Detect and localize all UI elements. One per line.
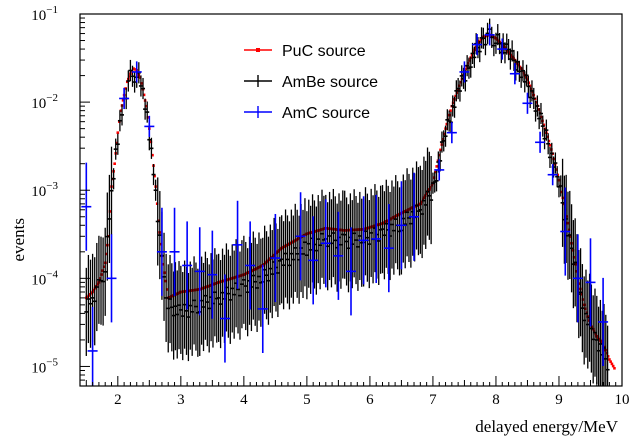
data-point <box>144 104 148 108</box>
x-tick-label: 9 <box>555 392 563 408</box>
data-point <box>522 71 525 75</box>
data-point <box>421 198 425 202</box>
x-tick-label: 8 <box>492 392 500 408</box>
data-point <box>96 282 99 286</box>
data-point <box>517 63 520 67</box>
data-point <box>434 170 437 174</box>
data-point <box>613 366 616 370</box>
data-point <box>165 288 169 291</box>
x-tick-label: 5 <box>303 392 311 408</box>
data-point <box>128 75 131 78</box>
data-point <box>609 360 612 363</box>
data-point <box>471 51 475 54</box>
data-point <box>132 67 135 70</box>
data-point <box>534 101 538 104</box>
legend: PuC source AmBe source AmC source <box>244 43 378 122</box>
data-point <box>547 139 551 143</box>
data-point <box>555 168 558 171</box>
data-point <box>572 256 576 259</box>
data-point <box>542 123 546 127</box>
data-point <box>464 67 468 71</box>
data-point <box>121 99 125 102</box>
data-point <box>133 68 137 71</box>
data-point <box>151 153 154 157</box>
y-tick-label: 10−2 <box>31 92 58 112</box>
data-point <box>567 228 571 232</box>
data-point <box>104 252 108 256</box>
x-axis-title: delayed energy/MeV <box>475 417 618 436</box>
data-point <box>138 76 142 79</box>
x-tick-label: 10 <box>615 392 630 408</box>
legend-label: PuC source <box>282 43 366 60</box>
data-point <box>598 338 601 341</box>
legend-label: AmC source <box>282 105 370 122</box>
data-point <box>526 78 529 81</box>
data-point <box>102 265 106 269</box>
data-point <box>159 242 163 246</box>
data-point <box>153 174 156 178</box>
y-axis: 10−5 10−4 10−3 10−2 10−1 <box>31 4 90 387</box>
data-point <box>425 192 428 195</box>
data-point <box>142 93 146 97</box>
series-layer <box>81 18 616 386</box>
legend-label: AmBe source <box>282 74 378 91</box>
y-tick-label: 10−4 <box>31 268 58 288</box>
data-point <box>161 262 165 266</box>
data-point <box>592 330 596 333</box>
data-point <box>608 358 611 361</box>
data-point <box>479 38 483 42</box>
data-point <box>509 53 513 57</box>
data-point <box>605 351 609 355</box>
data-point <box>98 277 102 280</box>
data-point <box>113 162 116 166</box>
data-point <box>92 288 96 292</box>
x-tick-label: 2 <box>114 392 122 408</box>
y-tick-label: 10−1 <box>31 4 58 24</box>
data-point <box>454 94 457 98</box>
data-point <box>437 153 441 157</box>
data-point <box>115 141 119 145</box>
y-axis-title: events <box>9 218 28 261</box>
data-point <box>125 80 129 84</box>
data-point <box>441 137 445 141</box>
x-axis: 2 3 4 5 6 7 8 9 10 <box>85 376 630 408</box>
data-point <box>585 311 589 314</box>
y-tick-label: 10−3 <box>31 180 58 200</box>
data-point <box>548 143 552 147</box>
data-point <box>610 362 614 366</box>
x-tick-label: 3 <box>177 392 185 408</box>
data-point <box>529 87 533 91</box>
data-point <box>466 62 470 65</box>
x-tick-label: 7 <box>429 392 437 408</box>
x-tick-label: 6 <box>366 392 374 408</box>
data-point <box>429 186 432 189</box>
x-tick-label: 4 <box>240 392 248 408</box>
data-point <box>449 109 452 112</box>
series-amc-source <box>81 24 609 386</box>
data-point <box>116 131 120 134</box>
data-point <box>459 81 462 84</box>
data-point <box>119 109 123 112</box>
data-point <box>560 190 563 194</box>
y-tick-label: 10−5 <box>31 356 58 376</box>
data-point <box>580 292 583 296</box>
data-point <box>435 165 439 168</box>
data-point <box>611 364 615 368</box>
data-point <box>439 148 442 152</box>
